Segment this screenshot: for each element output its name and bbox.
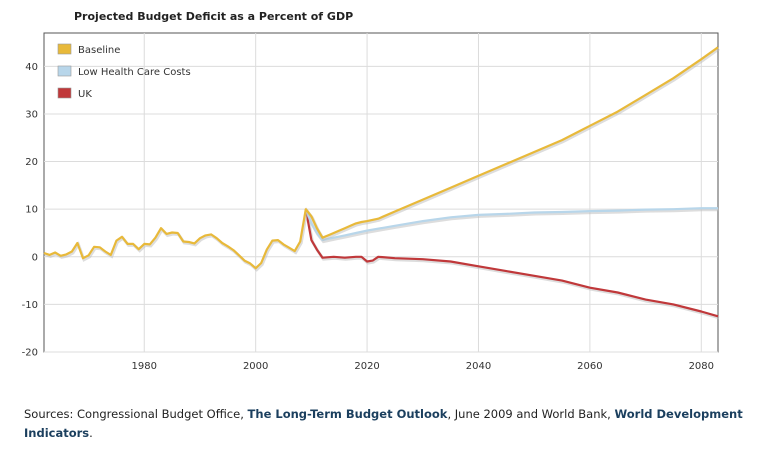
series-line-shadow [305, 208, 719, 244]
y-tick-label: 30 [25, 109, 38, 120]
grid [44, 33, 718, 353]
y-tick-label: 20 [25, 157, 38, 168]
legend-label: Baseline [78, 45, 120, 56]
sources-prefix: Sources: Congressional Budget Office, [24, 407, 248, 421]
x-tick-label: 2040 [466, 361, 491, 372]
x-tick-label: 2060 [577, 361, 602, 372]
x-tick-label: 2000 [243, 361, 268, 372]
series-line-shadow [305, 210, 720, 320]
y-tick-label: 0 [32, 252, 38, 263]
x-tick-label: 1980 [132, 361, 157, 372]
line-chart: -20 -10 0 10 20 30 40 1980 2000 2020 2040 2060 2080… [22, 32, 720, 372]
sources-suffix: . [89, 426, 93, 440]
series-lines [43, 46, 720, 320]
legend-swatch [57, 65, 72, 77]
chart-title: Projected Budget Deficit as a Percent of… [74, 10, 354, 23]
y-tick-label: 40 [25, 62, 38, 73]
legend: Baseline Low Health Care Costs UK [57, 43, 191, 100]
x-tick-label: 2080 [689, 361, 714, 372]
y-axis-ticks: -20 -10 0 10 20 30 40 [22, 62, 38, 359]
x-axis-ticks: 1980 2000 2020 2040 2060 2080 [132, 361, 714, 372]
long-term-budget-outlook-link[interactable]: The Long-Term Budget Outlook [247, 407, 448, 421]
y-tick-label: 10 [25, 205, 38, 216]
x-tick-label: 2020 [354, 361, 379, 372]
series-line [304, 209, 719, 318]
sources-note: Sources: Congressional Budget Office, Th… [24, 405, 759, 443]
y-tick-label: -10 [22, 300, 38, 311]
world-development-indicators-link[interactable]: World Development Indicators [24, 407, 743, 440]
legend-swatch [57, 87, 72, 99]
y-tick-label: -20 [22, 348, 38, 359]
sources-middle: , June 2009 and World Bank, [447, 407, 615, 421]
plot-frame [43, 32, 719, 353]
legend-label: Low Health Care Costs [78, 67, 191, 78]
legend-label: UK [78, 89, 92, 100]
series-line [43, 46, 719, 270]
legend-swatch [57, 43, 72, 55]
